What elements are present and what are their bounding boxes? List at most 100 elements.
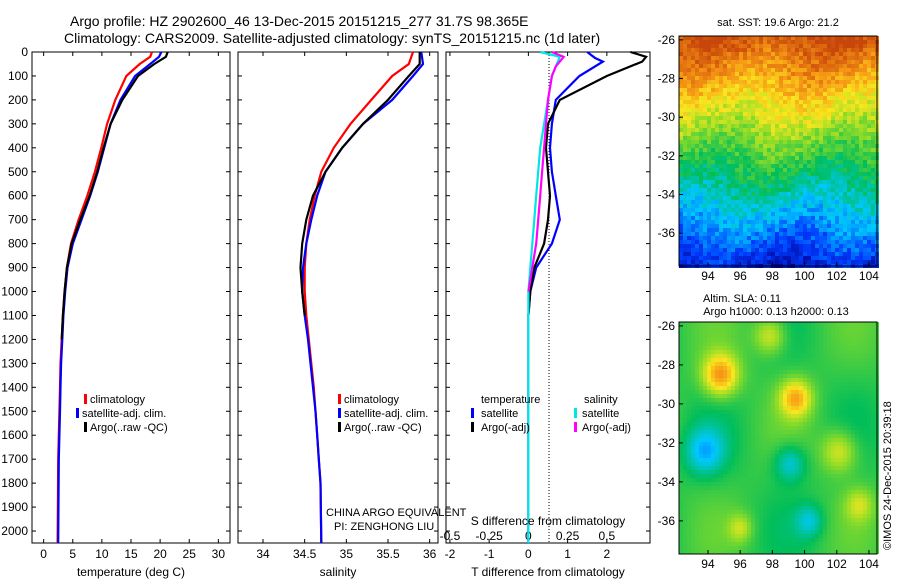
depth-tick-label: 0 [21,45,28,59]
sst-cell [843,184,847,188]
sla-cell [831,414,835,418]
sst-cell [795,48,799,52]
sla-cell [735,334,739,338]
sla-cell [703,422,707,426]
sst-cell [859,232,863,236]
sla-cell [739,410,743,414]
sla-cell [867,370,871,374]
sst-cell [747,196,751,200]
sst-cell [767,68,771,72]
sst-cell [799,76,803,80]
sst-cell [827,224,831,228]
sla-cell [831,326,835,330]
sst-cell [735,244,739,248]
sst-cell [707,200,711,204]
sst-cell [867,128,871,132]
sst-cell [859,160,863,164]
sst-cell [819,92,823,96]
sst-cell [767,120,771,124]
sla-cell [719,382,723,386]
sla-cell [751,390,755,394]
sst-cell [747,140,751,144]
sst-cell [687,92,691,96]
sst-cell [735,112,739,116]
sla-cell [831,374,835,378]
sst-cell [767,220,771,224]
sst-cell [835,224,839,228]
sla-cell [835,342,839,346]
sla-cell [819,358,823,362]
sst-cell [771,60,775,64]
sst-cell [703,240,707,244]
sla-cell [803,430,807,434]
sst-cell [799,100,803,104]
sla-cell [847,354,851,358]
sst-cell [859,72,863,76]
sla-cell [815,446,819,450]
sla-cell [695,338,699,342]
sst-cell [823,120,827,124]
sst-cell [819,88,823,92]
sla-cell [803,410,807,414]
sst-cell [679,76,683,80]
sst-cell [751,136,755,140]
sst-cell [759,172,763,176]
sst-cell [735,92,739,96]
sla-cell [779,442,783,446]
sla-cell [859,418,863,422]
sla-cell [763,410,767,414]
sla-cell [715,398,719,402]
sst-cell [775,68,779,72]
sla-cell [743,394,747,398]
sst-cell [791,68,795,72]
sst-cell [819,60,823,64]
sla-cell [731,378,735,382]
sst-cell [863,56,867,60]
sla-cell [687,378,691,382]
sla-cell [683,426,687,430]
sst-cell [835,88,839,92]
sst-cell [807,144,811,148]
sla-cell [791,398,795,402]
sla-cell [799,394,803,398]
sla-cell [831,426,835,430]
sst-cell [819,64,823,68]
sla-cell [815,386,819,390]
sla-cell [867,322,871,326]
sst-cell [847,240,851,244]
sla-cell [735,450,739,454]
sst-cell [783,196,787,200]
sst-cell [843,80,847,84]
sla-cell [783,386,787,390]
sla-cell [715,366,719,370]
sst-cell [755,124,759,128]
sla-cell [827,410,831,414]
legend-swatch-argo [84,422,87,432]
sst-cell [775,140,779,144]
sla-cell [759,358,763,362]
sla-cell [727,466,731,470]
sst-cell [867,208,871,212]
sst-cell [759,188,763,192]
sla-cell [743,446,747,450]
sst-cell [771,44,775,48]
sst-cell [807,216,811,220]
sst-cell [799,232,803,236]
sst-cell [831,124,835,128]
sst-cell [751,40,755,44]
sst-cell [703,128,707,132]
sst-cell [827,244,831,248]
x-top-tick-label: -0.5 [440,529,461,543]
sst-cell [807,184,811,188]
sst-cell [843,256,847,260]
sst-cell [855,72,859,76]
sla-cell [707,442,711,446]
sst-cell [735,80,739,84]
sla-cell [803,414,807,418]
sst-cell [867,240,871,244]
sst-cell [779,248,783,252]
sst-cell [751,232,755,236]
sst-cell [735,256,739,260]
sst-cell [815,72,819,76]
sla-cell [847,418,851,422]
